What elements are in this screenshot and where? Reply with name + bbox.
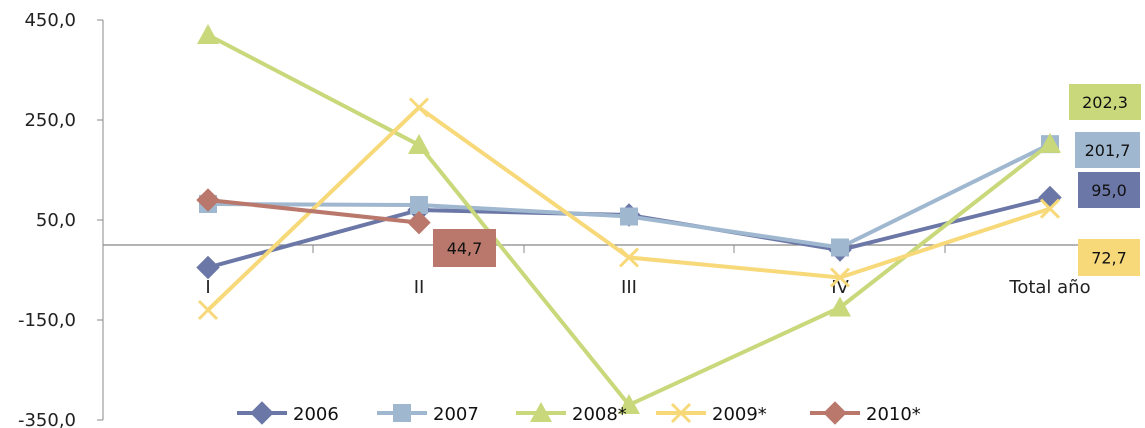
data-label-2009: 72,7 xyxy=(1078,239,1140,276)
data-point-stroke xyxy=(1039,198,1061,219)
data-point xyxy=(618,247,640,268)
x-tick-label: Total año xyxy=(1008,277,1090,298)
data-label-text: 201,7 xyxy=(1085,141,1131,160)
data-label-2006: 95,0 xyxy=(1078,172,1140,208)
data-point xyxy=(196,255,220,280)
data-label-2010: 44,7 xyxy=(433,229,496,267)
data-label-box xyxy=(433,229,496,267)
legend-marker-stroke xyxy=(670,402,692,424)
data-point-stroke xyxy=(408,97,430,118)
data-label-box xyxy=(1069,84,1141,120)
data-point xyxy=(829,296,851,317)
legend-item-2007: 2007 xyxy=(377,404,479,425)
data-label-text: 202,3 xyxy=(1082,93,1128,112)
legend-item-2009: 2009* xyxy=(656,402,767,425)
data-point xyxy=(1039,132,1061,153)
data-point xyxy=(1039,198,1061,219)
legend-label: 2008* xyxy=(572,404,627,425)
legend-item-2006: 2006 xyxy=(237,401,339,425)
data-label-text: 72,7 xyxy=(1091,249,1127,268)
x-tick-label: IV xyxy=(831,277,849,298)
data-point xyxy=(407,210,431,235)
data-point-stroke xyxy=(829,267,851,288)
legend-label: 2006 xyxy=(293,404,339,425)
series-line xyxy=(207,198,420,225)
data-point xyxy=(620,207,638,226)
y-tick-label: -150,0 xyxy=(18,310,76,331)
legend-item-2010: 2010* xyxy=(810,401,921,425)
data-label-2007: 201,7 xyxy=(1075,132,1140,168)
data-labels: 202,3 201,7 95,0 72,7 44,7 xyxy=(433,84,1141,276)
legend-marker xyxy=(823,401,847,425)
data-point xyxy=(829,267,851,288)
data-label-2008: 202,3 xyxy=(1069,84,1141,120)
series-2010 xyxy=(196,188,431,235)
legend: 2006 2007 2008* 2009* 2010* xyxy=(237,401,921,425)
data-point xyxy=(1038,185,1062,210)
data-point xyxy=(831,238,849,257)
legend-marker xyxy=(670,402,692,424)
data-point xyxy=(408,97,430,118)
data-point xyxy=(196,188,220,212)
x-tick-label: II xyxy=(414,277,425,298)
data-point-stroke xyxy=(197,299,219,321)
data-label-box xyxy=(1075,132,1140,168)
y-tick-label: 50,0 xyxy=(36,210,76,231)
legend-marker xyxy=(393,404,411,422)
data-point xyxy=(197,24,219,44)
legend-label: 2009* xyxy=(712,404,767,425)
legend-marker xyxy=(530,402,552,422)
x-tick-label: I xyxy=(205,277,210,298)
legend-label: 2007 xyxy=(433,404,479,425)
data-label-box xyxy=(1078,172,1140,208)
legend-marker xyxy=(250,401,274,425)
data-label-text: 95,0 xyxy=(1091,181,1127,200)
y-tick-label: -350,0 xyxy=(18,410,76,428)
series-layer xyxy=(196,24,1062,414)
data-point-stroke xyxy=(618,247,640,268)
x-tick-label: III xyxy=(621,277,637,298)
data-label-text: 44,7 xyxy=(447,239,483,258)
y-tick-label: 250,0 xyxy=(24,110,76,131)
series-2009 xyxy=(197,97,1061,321)
legend-item-2008: 2008* xyxy=(516,402,627,425)
data-label-box xyxy=(1078,239,1140,276)
y-tick-label: 450,0 xyxy=(24,10,76,31)
data-point xyxy=(197,299,219,321)
legend-label: 2010* xyxy=(866,404,921,425)
data-point xyxy=(618,394,640,414)
data-point xyxy=(410,196,428,214)
data-point xyxy=(408,134,430,154)
